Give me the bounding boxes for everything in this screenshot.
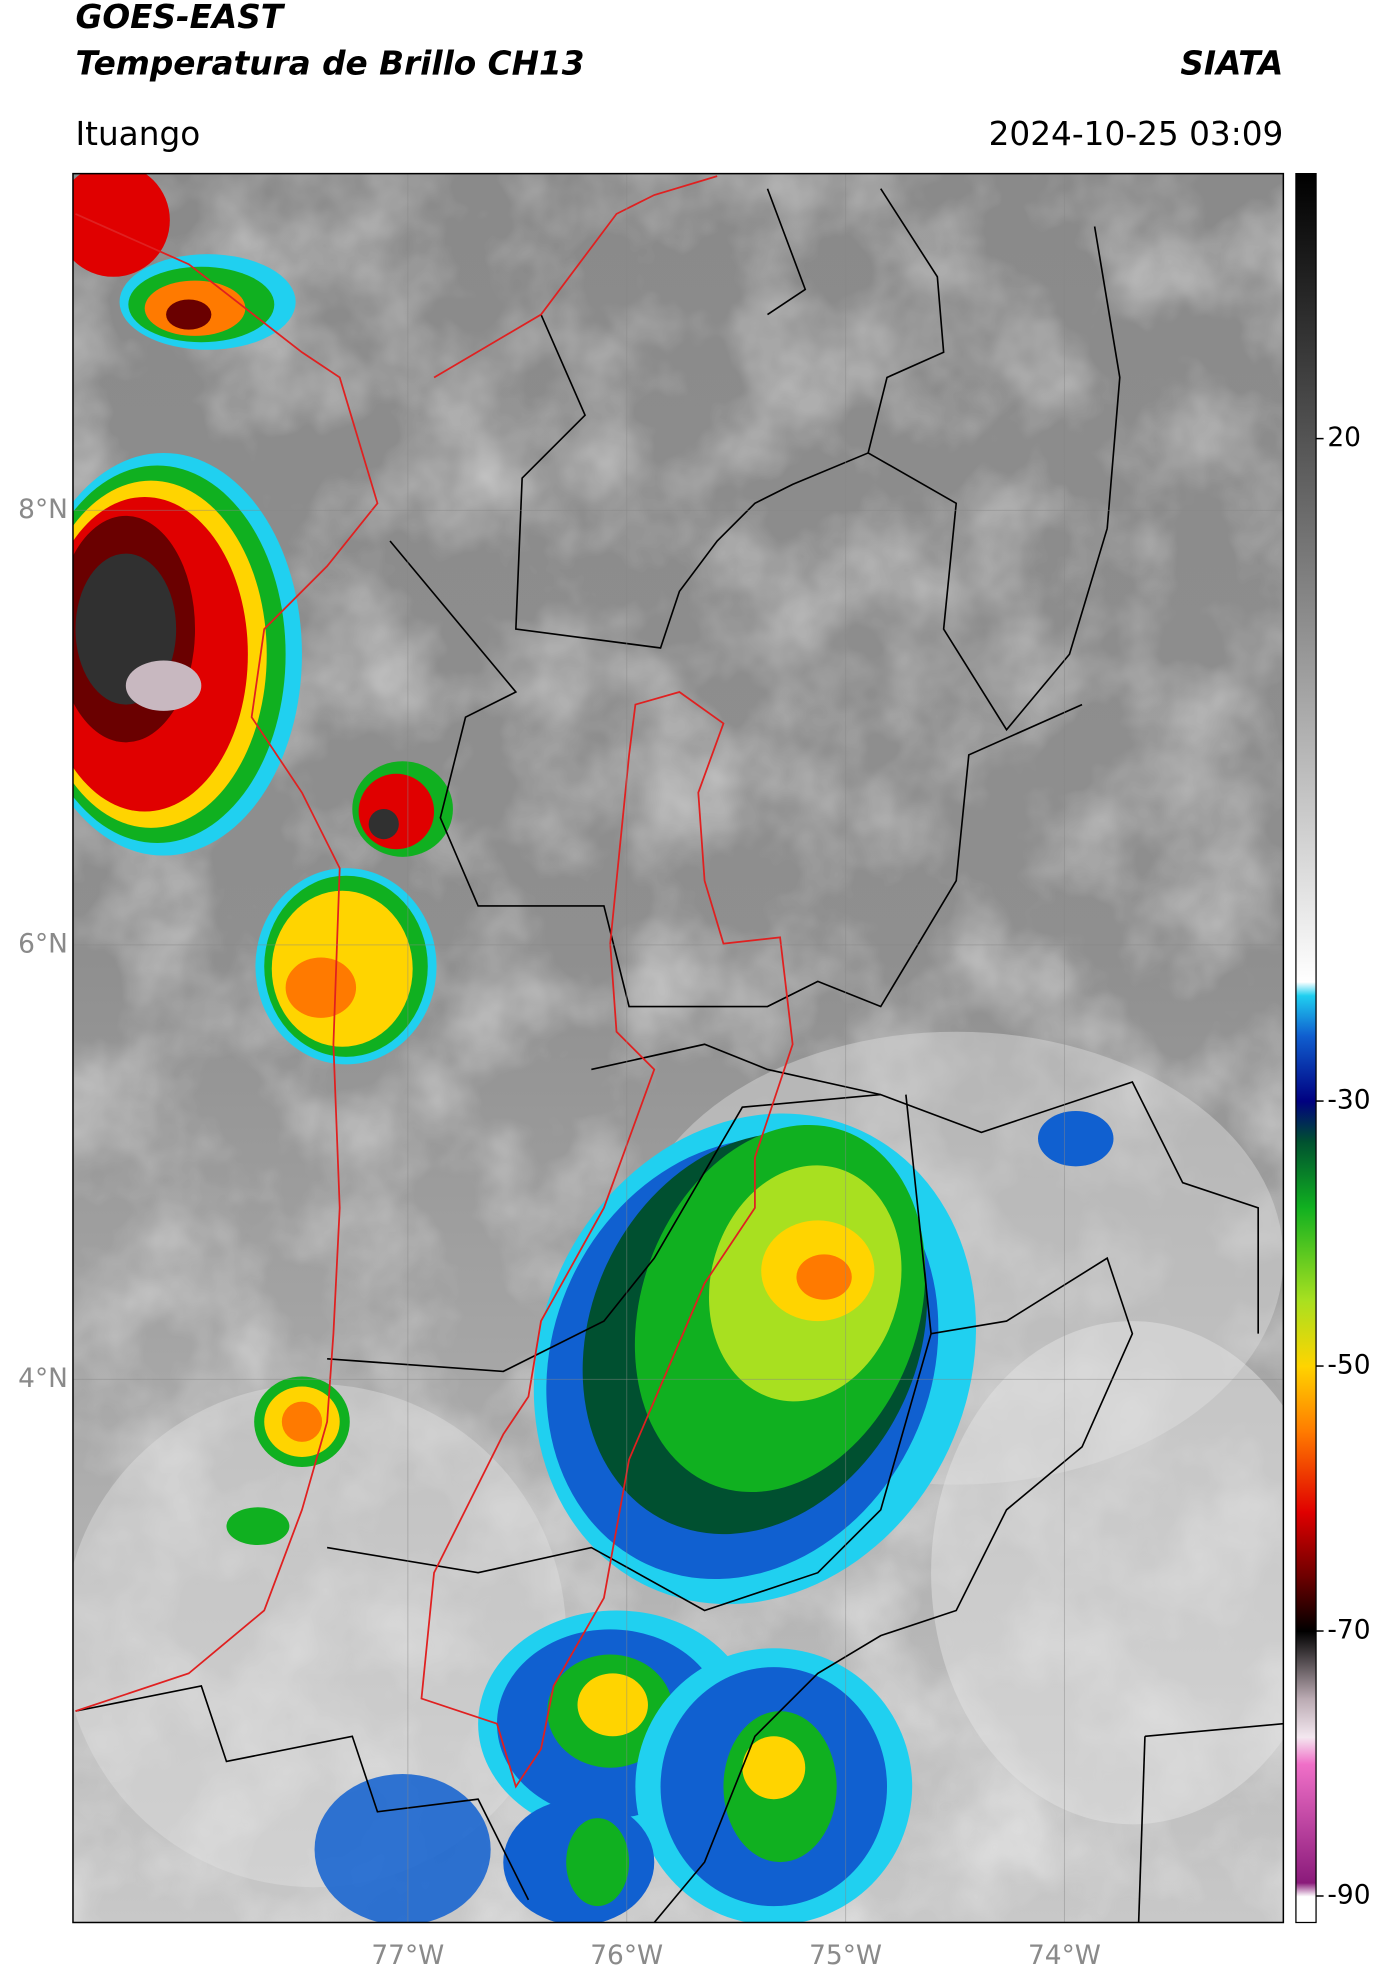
colorbar-tick-label: 20 (1327, 422, 1361, 453)
colorbar-tick-label: -70 (1327, 1615, 1370, 1646)
colorbar-tick-label: -50 (1327, 1350, 1370, 1381)
colorbar-segment (1295, 173, 1317, 983)
colorbar-segment (1295, 1207, 1317, 1301)
colorbar-segment (1295, 1631, 1317, 1698)
colorbar (1295, 173, 1317, 1924)
colorbar-segment (1295, 1366, 1317, 1433)
colorbar-segment (1295, 1882, 1317, 1897)
colorbar-tick-label: -30 (1327, 1085, 1370, 1116)
colorbar-segment (1295, 1511, 1317, 1579)
colorbar-segment (1295, 995, 1317, 1036)
colorbar-segment (1295, 1101, 1317, 1142)
colorbar-segment (1295, 1763, 1317, 1884)
graticule (72, 173, 1284, 1923)
colorbar-segment (1295, 1578, 1317, 1632)
colorbar-segment (1295, 1299, 1317, 1367)
x-tick-label: 77°W (371, 1940, 444, 1971)
colorbar-segment (1295, 1140, 1317, 1208)
colorbar-segment (1295, 981, 1317, 996)
y-tick-label: 8°N (18, 494, 68, 525)
datetime: 2024-10-25 03:09 (989, 115, 1284, 153)
subtitle: Temperatura de Brillo CH13 (75, 44, 584, 82)
source: SIATA (1180, 44, 1283, 82)
colorbar-segment (1295, 1432, 1317, 1513)
y-tick-label: 4°N (18, 1363, 68, 1394)
map-image (72, 173, 1284, 1923)
colorbar-segment (1295, 1697, 1317, 1738)
x-tick-label: 74°W (1028, 1940, 1101, 1971)
colorbar-frame (1295, 172, 1317, 1924)
x-tick-label: 76°W (590, 1940, 663, 1971)
x-tick-label: 75°W (809, 1940, 882, 1971)
colorbar-segment (1295, 1034, 1317, 1102)
location: Ituango (75, 115, 200, 153)
map-frame (72, 172, 1285, 1924)
colorbar-segment (1295, 1895, 1317, 1924)
y-tick-label: 6°N (18, 928, 68, 959)
colorbar-segment (1295, 1737, 1317, 1765)
colorbar-tick-label: -90 (1327, 1879, 1370, 1910)
title: GOES-EAST (75, 0, 285, 36)
